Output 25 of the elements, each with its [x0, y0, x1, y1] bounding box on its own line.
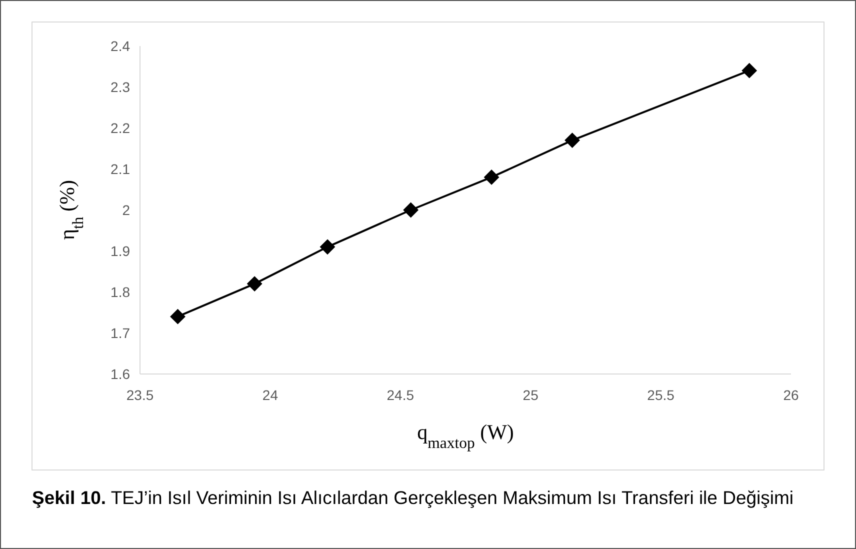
x-tick-label: 24 [262, 387, 278, 403]
point [484, 170, 500, 185]
point [742, 63, 757, 78]
y-tick-label: 2 [122, 202, 130, 218]
x-tick-label: 23.5 [126, 387, 154, 403]
x-tick-label: 24.5 [386, 387, 414, 403]
y-tick-label: 2.1 [110, 160, 130, 177]
text: TEJ’in Isıl Veriminin Isı Alıcılardan Gerçekleşen Maksimum Isı Transferi ile Değişimi [110, 487, 794, 508]
y-tick-label: 2.2 [110, 120, 130, 136]
y-tick-label: 1.9 [110, 242, 130, 259]
point [320, 239, 335, 254]
x-axis-title: q$_{maxtop}$ (W) [417, 420, 514, 452]
y-tick-label: 2.4 [110, 38, 130, 54]
x-tick-label: 26 [783, 387, 799, 403]
x-tick-label: 25.5 [647, 387, 675, 403]
text: Şekil 10. [32, 487, 106, 508]
y-tick-label: 1.7 [110, 324, 130, 341]
y-tick-label: 1.6 [110, 366, 130, 382]
y-tick-label: 2.3 [110, 78, 130, 95]
point [170, 309, 186, 324]
point [247, 276, 262, 292]
y-tick-label: 1.8 [110, 284, 130, 300]
x-tick-label: 25 [522, 387, 539, 403]
point [564, 132, 580, 148]
point [403, 202, 418, 218]
